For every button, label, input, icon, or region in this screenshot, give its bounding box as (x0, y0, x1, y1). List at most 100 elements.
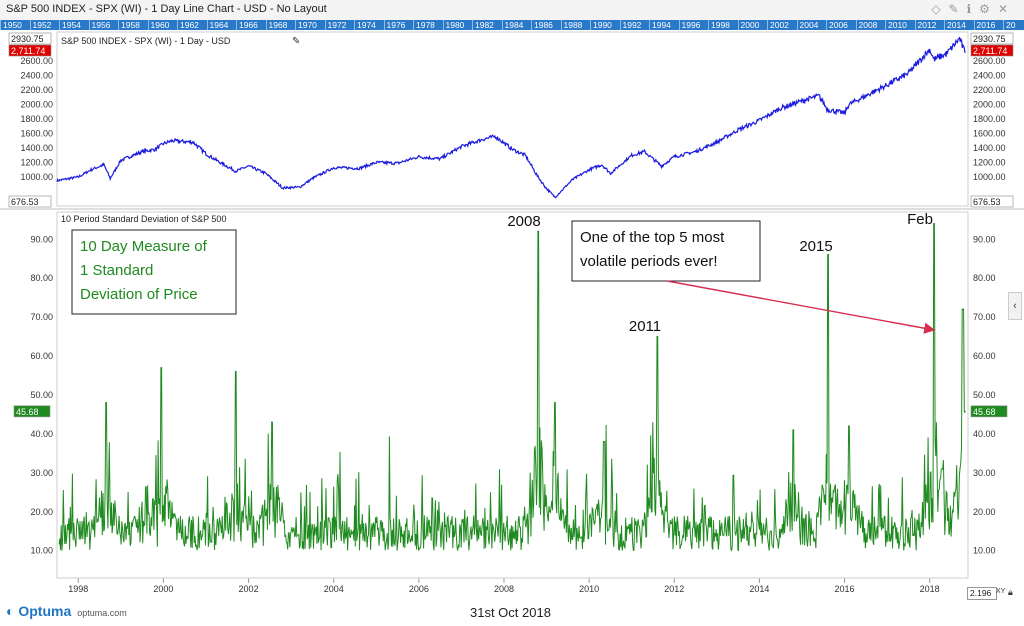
volatility-tick-label: 90.00 (30, 234, 53, 244)
x-tick-label: 1998 (68, 584, 88, 594)
year-strip-label[interactable]: 2002 (767, 20, 789, 30)
x-tick-label: 2016 (835, 584, 855, 594)
price-last-badge-bg (8, 44, 52, 57)
overlays: 2930.75 2,711.74 676.53 2930.75 2,711.74 676.… (8, 32, 1014, 418)
year-strip-label[interactable]: 1998 (708, 20, 730, 30)
year-strip-label[interactable]: 1976 (383, 20, 405, 30)
legend-box-line: 10 Day Measure of (80, 238, 208, 255)
close-icon[interactable]: ✕ (997, 2, 1016, 16)
x-axis: 1998 2000 2002 2004 2006 2008 2010 2012 2014 2016… (68, 578, 940, 594)
year-strip-label[interactable]: 1954 (59, 20, 81, 30)
peak-annotation-label: 2008 (507, 213, 540, 230)
volatility-peak-point (105, 401, 107, 404)
year-strip-label[interactable]: 1978 (413, 20, 435, 30)
year-strip-label[interactable]: 1964 (206, 20, 228, 30)
callout-arrow (666, 280, 936, 334)
footer: ◐ Optuma optuma.com 31st Oct 2018 (0, 600, 1024, 626)
price-tick-label: 1600.00 (20, 129, 53, 139)
legend-box (71, 229, 237, 315)
volatility-tick-label: 50.00 (973, 390, 996, 400)
volatility-peak-point (941, 468, 944, 470)
pin-icon-2[interactable]: ✎ (948, 2, 967, 16)
year-strip-label[interactable]: 2014 (944, 20, 966, 30)
year-strip-label[interactable]: 1996 (678, 20, 700, 30)
price-last-badge-right-bg (970, 44, 1014, 57)
volatility-tick-label: 40.00 (30, 429, 53, 439)
volatility-tick-label: 10.00 (30, 546, 53, 556)
optuma-logo: ◐ Optuma optuma.com (6, 603, 127, 619)
year-strip-label[interactable]: 2008 (855, 20, 877, 30)
year-strip-label[interactable]: 1988 (560, 20, 582, 30)
chevron-left-icon[interactable]: ‹ (1008, 292, 1022, 320)
volatility-tick-label: 20.00 (30, 507, 53, 517)
price-tick-label: 2000.00 (973, 100, 1006, 110)
pin-icon[interactable]: ◇ (931, 2, 949, 16)
volatility-tick-label: 30.00 (973, 468, 996, 478)
lock-icon[interactable]: 🔒︎ (1008, 587, 1013, 597)
year-strip-label[interactable]: 1972 (324, 20, 346, 30)
year-strip-label[interactable]: 1980 (442, 20, 464, 30)
volatility-tick-label: 70.00 (30, 312, 53, 322)
year-strip-label[interactable]: 1982 (472, 20, 494, 30)
volatility-axis-right: 10.00 20.00 30.00 40.00 50.00 60.00 70.00 80.00… (973, 234, 996, 555)
volatility-last-badge-bg (13, 405, 51, 418)
price-high-badge-right-bg (970, 32, 1014, 45)
year-strip-label[interactable]: 1958 (118, 20, 140, 30)
year-strip-label[interactable]: 1950 (0, 20, 22, 30)
x-tick-label: 2018 (920, 584, 940, 594)
volatility-tick-label: 80.00 (973, 273, 996, 283)
year-strip-label[interactable]: 2012 (914, 20, 936, 30)
volatility-axis-left: 10.00 20.00 30.00 40.00 50.00 60.00 70.00 80.00… (30, 234, 53, 555)
year-strip-label[interactable]: 20 (1003, 20, 1015, 30)
xy-toggle[interactable]: XY (996, 588, 1006, 595)
year-strip-label[interactable]: 1974 (354, 20, 376, 30)
chart-date: 31st Oct 2018 (470, 605, 551, 620)
volatility-tick-label: 80.00 (30, 273, 53, 283)
year-strip-label[interactable]: 1956 (88, 20, 110, 30)
volatility-peak-point (962, 308, 964, 311)
price-high-badge-right: 2930.75 (973, 34, 1006, 44)
volatility-tick-label: 50.00 (30, 390, 53, 400)
year-strip-label[interactable]: 1994 (649, 20, 671, 30)
volatility-tick-label: 40.00 (973, 429, 996, 439)
volatility-peak-point (656, 335, 659, 338)
price-tick-label: 2600.00 (973, 56, 1006, 66)
volatility-peak-point (160, 366, 163, 369)
year-strip-label[interactable]: 1990 (590, 20, 612, 30)
pencil-icon: ✎ (292, 36, 300, 47)
year-strip-label[interactable]: 2016 (973, 20, 995, 30)
gear-icon[interactable]: ⚙ (979, 2, 998, 16)
volatility-peak-point (554, 401, 556, 404)
year-strip-label[interactable]: 1952 (29, 20, 51, 30)
window-controls: ◇✎ℹ⚙✕ (931, 2, 1016, 16)
year-strip-label[interactable]: 2006 (826, 20, 848, 30)
year-strip-label[interactable]: 1970 (295, 20, 317, 30)
year-strip-label[interactable]: 1986 (531, 20, 553, 30)
year-strip-label[interactable]: 1960 (147, 20, 169, 30)
year-strip-label[interactable]: 2010 (885, 20, 907, 30)
year-strip-label[interactable]: 1966 (236, 20, 258, 30)
price-tick-label: 1000.00 (973, 172, 1006, 182)
zoom-value-field[interactable]: 2.196 (967, 587, 997, 600)
peak-annotation-label: 2015 (799, 238, 832, 255)
volatility-series-line (58, 223, 965, 552)
year-strip-label[interactable]: 2004 (796, 20, 818, 30)
callout-line: volatile periods ever! (580, 253, 718, 270)
year-strip-label[interactable]: 1984 (501, 20, 523, 30)
year-strip-label[interactable]: 1968 (265, 20, 287, 30)
price-tick-label: 2200.00 (973, 85, 1006, 95)
price-tick-label: 2000.00 (20, 100, 53, 110)
price-tick-label: 1800.00 (20, 114, 53, 124)
year-strip-label[interactable]: 1992 (619, 20, 641, 30)
volatility-last-badge-right-bg (970, 405, 1008, 418)
info-icon[interactable]: ℹ (966, 2, 980, 16)
volatility-tick-label: 60.00 (973, 351, 996, 361)
year-strip-label[interactable]: 1962 (177, 20, 199, 30)
year-strip-label[interactable]: 2000 (737, 20, 759, 30)
price-low-badge-right-bg (970, 195, 1014, 208)
volatility-tick-label: 10.00 (973, 546, 996, 556)
price-tick-label: 1200.00 (20, 158, 53, 168)
year-navigator[interactable]: 1950 1952 1954 1956 1958 1960 1962 1964 1966 1968… (0, 20, 1024, 30)
volatility-tick-label: 60.00 (30, 351, 53, 361)
